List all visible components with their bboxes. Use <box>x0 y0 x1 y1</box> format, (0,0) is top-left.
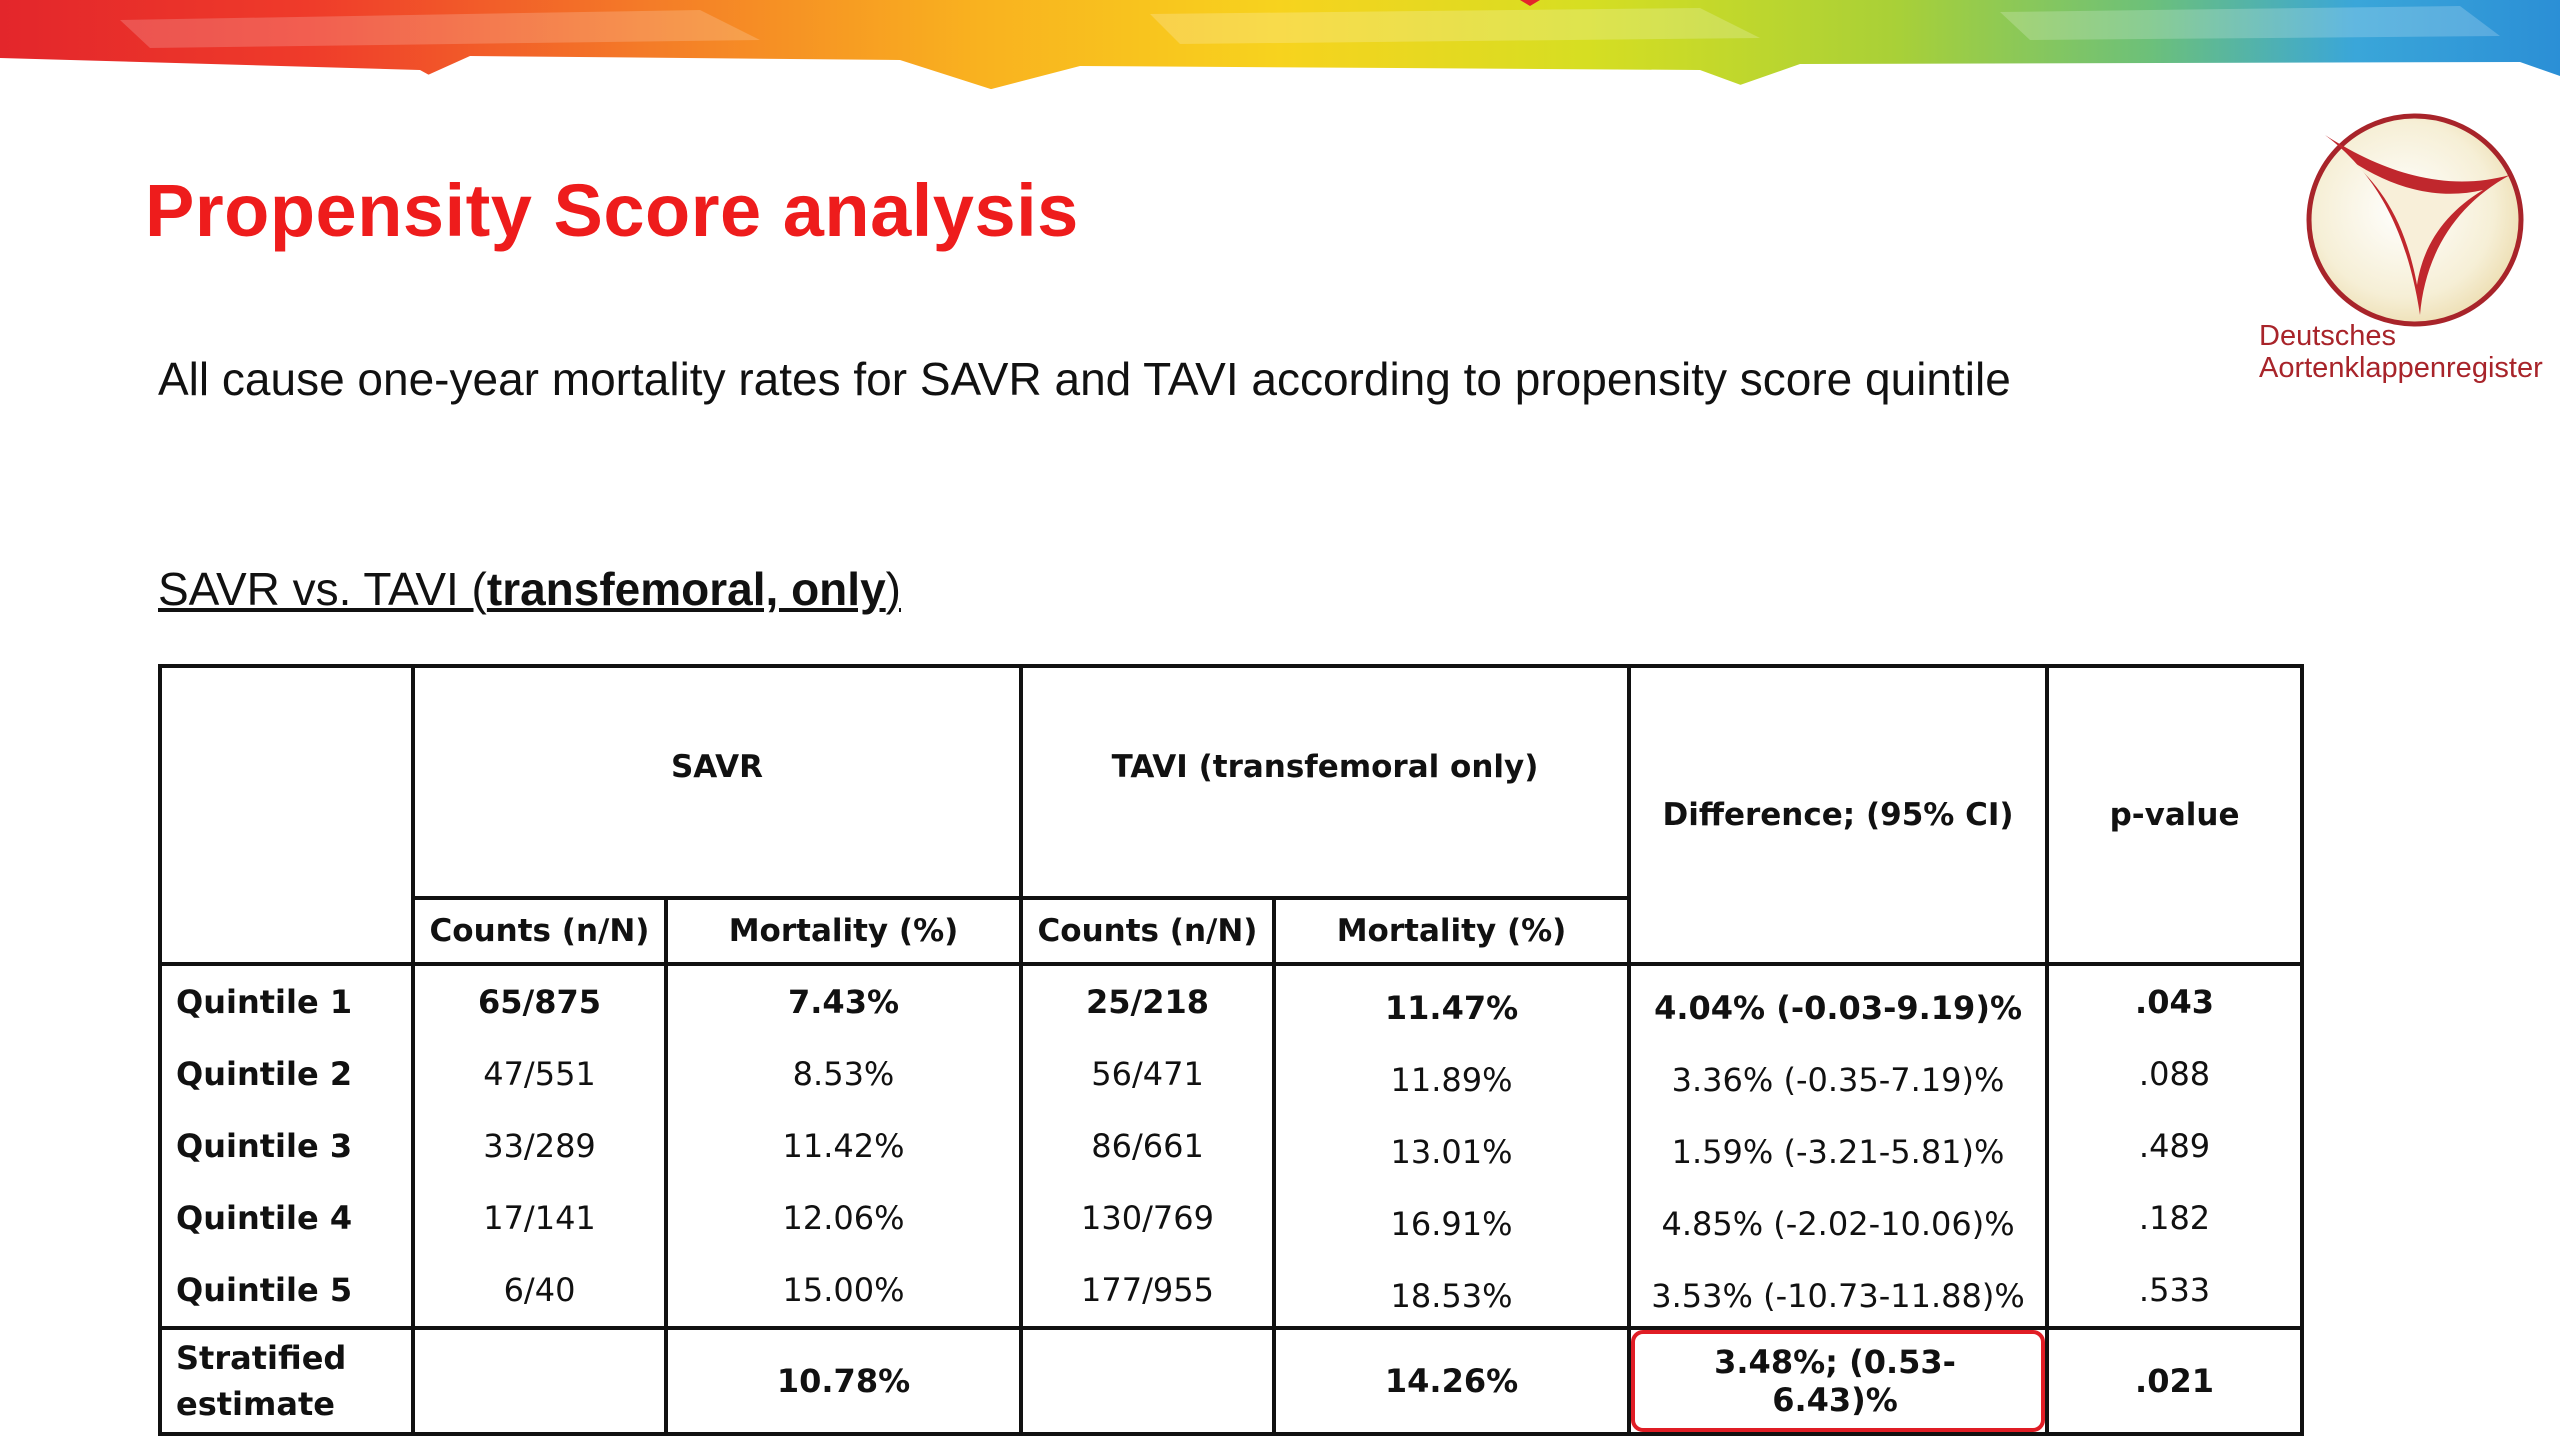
savr-counts-cell: 17/141 <box>411 1182 668 1254</box>
p-value-cell: .182 <box>2045 1182 2305 1254</box>
section-heading-suffix: ) <box>885 563 901 615</box>
stratified-difference-cell: 3.48%; (0.53-6.43)% <box>1627 1326 2050 1436</box>
savr-counts-cell: 65/875 <box>411 964 668 1038</box>
row-label: Quintile 5 <box>158 1254 415 1330</box>
stratified-estimate-row: Stratified estimate 10.78% 14.26% 3.48%; … <box>158 1326 2305 1436</box>
slide-subtitle: All cause one-year mortality rates for S… <box>158 353 2011 405</box>
p-value-cell: .489 <box>2045 1110 2305 1182</box>
difference-cell: 3.53% (-10.73-11.88)% <box>1627 1254 2050 1330</box>
p-value-cell: .088 <box>2045 1038 2305 1110</box>
savr-mortality-cell: 11.42% <box>663 1110 1024 1182</box>
tavi-mortality-cell: 13.01% <box>1272 1110 1632 1182</box>
row-label: Quintile 1 <box>158 964 415 1038</box>
header-difference: Difference; (95% CI) <box>1627 664 2050 966</box>
section-heading-prefix: SAVR vs. TAVI ( <box>158 563 487 615</box>
slide-title: Propensity Score analysis <box>145 169 1079 252</box>
tavi-counts-cell: 56/471 <box>1019 1038 1277 1110</box>
row-label: Quintile 3 <box>158 1110 415 1182</box>
tavi-mortality-cell: 18.53% <box>1272 1254 1632 1330</box>
stratified-tavi-counts-cell <box>1019 1326 1277 1436</box>
tavi-mortality-cell: 11.47% <box>1272 964 1632 1038</box>
stratified-label: Stratified estimate <box>158 1326 415 1436</box>
tavi-counts-cell: 86/661 <box>1019 1110 1277 1182</box>
savr-counts-cell: 6/40 <box>411 1254 668 1330</box>
table-row: Quintile 3 33/289 11.42% 86/661 13.01% 1… <box>158 1110 2305 1182</box>
mortality-table: SAVR TAVI (transfemoral only) Difference… <box>158 664 2305 1436</box>
header-color-banner <box>0 0 2560 92</box>
section-heading: SAVR vs. TAVI (transfemoral, only) <box>158 562 901 616</box>
table-row: Quintile 1 65/875 7.43% 25/218 11.47% 4.… <box>158 964 2305 1038</box>
tavi-mortality-cell: 16.91% <box>1272 1182 1632 1254</box>
header-tavi: TAVI (transfemoral only) <box>1019 664 1632 900</box>
header-savr: SAVR <box>410 664 1024 900</box>
table-row: Quintile 4 17/141 12.06% 130/769 16.91% … <box>158 1182 2305 1254</box>
p-value-cell: .533 <box>2045 1254 2305 1330</box>
savr-counts-cell: 33/289 <box>411 1110 668 1182</box>
section-heading-bold: transfemoral, only <box>486 563 886 615</box>
subheader-savr-counts: Counts (n/N) <box>411 896 668 966</box>
table-row: Quintile 2 47/551 8.53% 56/471 11.89% 3.… <box>158 1038 2305 1110</box>
stratified-savr-counts-cell <box>411 1326 668 1436</box>
row-label: Quintile 2 <box>158 1038 415 1110</box>
stratified-label-line-1: Stratified <box>176 1338 347 1377</box>
p-value-cell: .043 <box>2045 964 2305 1038</box>
tavi-mortality-cell: 11.89% <box>1272 1038 1632 1110</box>
table-header-row: SAVR TAVI (transfemoral only) Difference… <box>158 664 2305 966</box>
stratified-savr-mortality: 10.78% <box>663 1326 1024 1436</box>
difference-cell: 4.04% (-0.03-9.19)% <box>1627 964 2050 1038</box>
subheader-savr-mortality: Mortality (%) <box>663 896 1024 966</box>
difference-cell: 1.59% (-3.21-5.81)% <box>1627 1110 2050 1182</box>
registry-logo-text: Deutsches Aortenklappenregister <box>2259 320 2543 385</box>
table-row: Quintile 5 6/40 15.00% 177/955 18.53% 3.… <box>158 1254 2305 1330</box>
logo-line-1: Deutsches <box>2259 320 2397 352</box>
savr-mortality-cell: 8.53% <box>663 1038 1024 1110</box>
savr-counts-cell: 47/551 <box>411 1038 668 1110</box>
row-label: Quintile 4 <box>158 1182 415 1254</box>
stratified-p-value: .021 <box>2045 1326 2305 1436</box>
tavi-counts-cell: 177/955 <box>1019 1254 1277 1330</box>
tavi-counts-cell: 130/769 <box>1019 1182 1277 1254</box>
header-empty-cell <box>158 664 415 966</box>
subheader-tavi-mortality: Mortality (%) <box>1272 896 1632 966</box>
stratified-tavi-mortality: 14.26% <box>1272 1326 1632 1436</box>
savr-mortality-cell: 15.00% <box>663 1254 1024 1330</box>
logo-line-2: Aortenklappenregister <box>2259 352 2543 385</box>
difference-cell: 4.85% (-2.02-10.06)% <box>1627 1182 2050 1254</box>
subheader-tavi-counts: Counts (n/N) <box>1019 896 1277 966</box>
tavi-counts-cell: 25/218 <box>1019 964 1277 1038</box>
table-subheader-row: Counts (n/N) Mortality (%) Counts (n/N) … <box>160 896 2302 966</box>
savr-mortality-cell: 7.43% <box>663 964 1024 1038</box>
registry-logo-icon <box>2306 113 2524 327</box>
stratified-difference-highlight: 3.48%; (0.53-6.43)% <box>1631 1330 2046 1432</box>
difference-cell: 3.36% (-0.35-7.19)% <box>1627 1038 2050 1110</box>
stratified-label-line-2: estimate <box>176 1385 335 1423</box>
header-p-value: p-value <box>2045 664 2305 966</box>
savr-mortality-cell: 12.06% <box>663 1182 1024 1254</box>
